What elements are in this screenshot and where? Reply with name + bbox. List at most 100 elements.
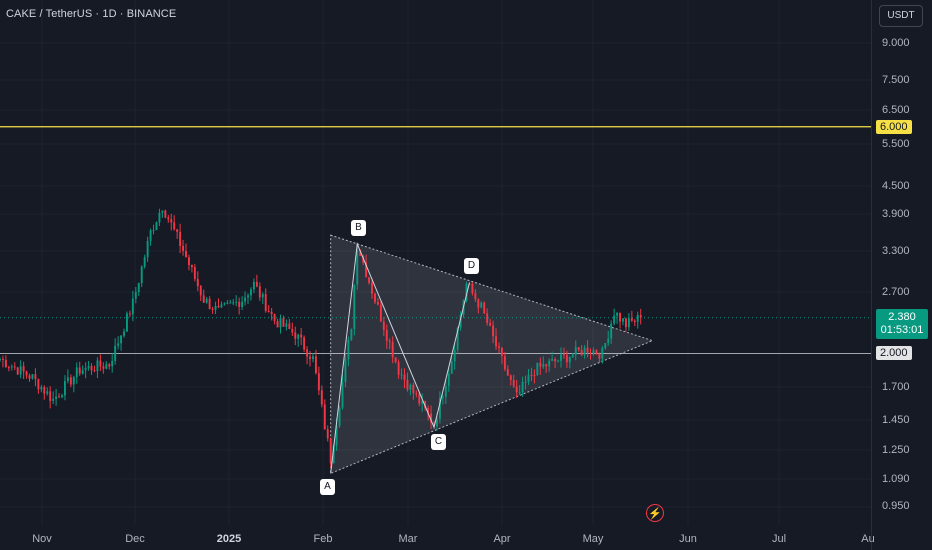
candle-body (202, 295, 205, 303)
candle-body (314, 356, 317, 374)
candle-body (238, 301, 241, 307)
candle-body (93, 370, 96, 372)
candle-body (13, 366, 16, 368)
candle-body (498, 346, 500, 348)
candle-body (633, 320, 636, 322)
last-price-tag: 2.380 01:53:01 (876, 309, 928, 339)
candle-body (49, 391, 52, 401)
candle-body (379, 304, 382, 322)
candle-body (78, 367, 81, 374)
candle-body (114, 345, 117, 361)
currency-button[interactable]: USDT (879, 5, 923, 27)
candle-body (193, 267, 196, 279)
pattern-point-d[interactable]: D (464, 258, 479, 274)
price-tick: 6.500 (882, 104, 910, 116)
candle-body (371, 282, 373, 294)
candle-body (199, 286, 202, 296)
candle-body (506, 369, 509, 376)
candle-body (521, 382, 524, 393)
candle-body (37, 378, 40, 390)
pattern-point-b[interactable]: B (351, 220, 366, 236)
candle-body (84, 368, 87, 371)
pattern-point-a[interactable]: A (320, 479, 335, 495)
candle-body (81, 370, 84, 374)
price-tick: 9.000 (882, 37, 910, 49)
candle-body (350, 329, 353, 340)
candle-body (607, 338, 610, 343)
candle-body (55, 396, 58, 399)
candle-body (117, 343, 120, 346)
candle-body (188, 257, 190, 266)
candle-body (170, 219, 173, 223)
symbol-title[interactable]: CAKE / TetherUS · 1D · BINANCE (6, 8, 177, 20)
candle-body (167, 217, 170, 220)
pattern-point-c[interactable]: C (431, 434, 446, 450)
candle-body (326, 429, 329, 439)
candle-body (527, 374, 530, 382)
candle-body (320, 390, 323, 405)
candle-body (244, 297, 247, 302)
candle-body (554, 359, 557, 362)
candle-body (409, 384, 412, 390)
candle-body (131, 298, 134, 315)
candle-body (453, 349, 456, 362)
candle-body (258, 286, 261, 298)
candle-body (297, 334, 300, 339)
candle-body (477, 299, 480, 308)
candle-body (483, 302, 486, 314)
candle-body (63, 381, 66, 396)
candle-body (548, 360, 551, 367)
lightning-icon[interactable]: ⚡ (646, 504, 664, 522)
candle-body (524, 381, 527, 383)
candle-body (598, 353, 601, 359)
candle-body (143, 257, 146, 267)
price-tick: 5.500 (882, 138, 910, 150)
candle-body (424, 400, 427, 409)
candle-body (309, 356, 311, 360)
candle-body (450, 361, 453, 374)
candle-body (545, 364, 548, 367)
candle-body (252, 281, 255, 290)
candle-body (16, 367, 19, 375)
abcd-pattern-line (330, 242, 470, 474)
candle-body (444, 386, 447, 397)
price-tick: 3.900 (882, 208, 910, 220)
time-tick: Feb (313, 533, 333, 545)
candle-body (353, 284, 356, 330)
candle-body (128, 313, 131, 315)
candle-body (40, 387, 43, 390)
candle-body (146, 240, 149, 258)
candle-body (359, 249, 362, 257)
candle-body (125, 313, 128, 332)
candle-body (66, 377, 69, 382)
price-tick: 1.090 (882, 473, 910, 485)
price-tick: 1.450 (882, 414, 910, 426)
candle-body (300, 334, 303, 338)
time-tick: Apr (493, 533, 511, 545)
candle-body (270, 311, 273, 315)
candle-body (574, 347, 577, 355)
candle-body (471, 283, 474, 294)
candle-body (140, 266, 143, 284)
candle-body (509, 375, 512, 381)
candle-body (344, 359, 347, 382)
candle-body (329, 438, 332, 464)
candle-body (592, 350, 595, 354)
candle-body (400, 374, 403, 376)
candle-body (317, 373, 320, 391)
candle-body (601, 348, 604, 359)
candle-body (25, 371, 28, 376)
triangle-pattern (330, 234, 654, 475)
candle-body (557, 360, 559, 362)
candle-body (182, 245, 185, 251)
candle-body (261, 294, 264, 298)
candle-body (489, 322, 492, 326)
candle-body (19, 366, 22, 375)
candle-body (161, 210, 164, 213)
candle-body (46, 391, 49, 394)
candle-body (241, 301, 244, 307)
candle-body (7, 367, 10, 369)
candle-body (173, 222, 176, 230)
